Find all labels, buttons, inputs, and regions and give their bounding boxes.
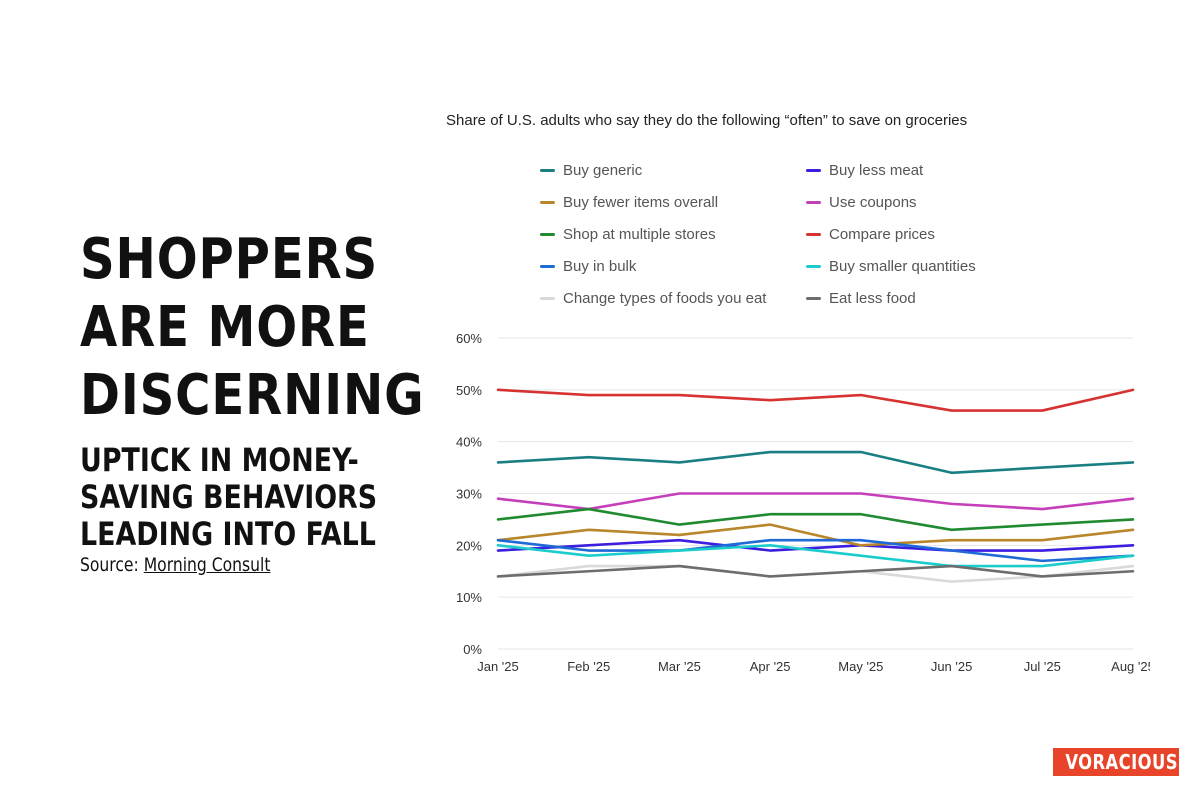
x-tick-label: Feb '25 xyxy=(567,659,610,674)
legend-item: Eat less food xyxy=(806,288,1086,308)
legend-item: Shop at multiple stores xyxy=(540,224,806,244)
series-line xyxy=(496,507,1135,532)
series-line xyxy=(496,538,1135,563)
y-tick-label: 40% xyxy=(456,435,482,450)
x-tick-label: Jun '25 xyxy=(931,659,973,674)
legend-item: Use coupons xyxy=(806,192,1086,212)
series-line xyxy=(496,388,1135,412)
x-tick-label: May '25 xyxy=(838,659,883,674)
x-tick-label: Mar '25 xyxy=(658,659,701,674)
brand-text: VORACIOUS xyxy=(1065,750,1178,774)
headline: SHOPPERS ARE MORE DISCERNING xyxy=(80,227,425,428)
y-tick-label: 10% xyxy=(456,590,482,605)
x-tick-label: Apr '25 xyxy=(750,659,791,674)
chart-title: Share of U.S. adults who say they do the… xyxy=(446,112,968,129)
series-line xyxy=(496,564,1135,578)
series-line xyxy=(496,523,1135,547)
source-link[interactable]: Morning Consult xyxy=(143,554,271,576)
legend-item: Buy generic xyxy=(540,160,806,180)
legend-swatch xyxy=(540,232,555,236)
legend-label: Buy smaller quantities xyxy=(829,257,976,275)
legend-item: Change types of foods you eat xyxy=(540,288,806,308)
legend-swatch xyxy=(540,264,555,268)
chart-legend: Buy generic Buy less meat Buy fewer items … xyxy=(540,160,1100,308)
legend-label: Compare prices xyxy=(829,225,935,243)
legend-item: Buy in bulk xyxy=(540,256,806,276)
line-chart: 0% 10% 20% 30% 40% 50% 60% Jan '25 Feb '25 Mar '2… xyxy=(456,331,1150,674)
source-line: Source: Morning Consult xyxy=(80,554,270,576)
source-label: Source: xyxy=(80,554,139,576)
legend-item: Buy less meat xyxy=(806,160,1086,180)
legend-swatch xyxy=(806,232,821,236)
legend-label: Buy generic xyxy=(563,161,643,179)
legend-label: Buy less meat xyxy=(829,161,924,179)
series-line xyxy=(496,544,1135,568)
legend-swatch xyxy=(540,168,555,172)
legend-item: Buy fewer items overall xyxy=(540,192,806,212)
legend-label: Shop at multiple stores xyxy=(563,225,716,243)
series-line xyxy=(496,538,1135,552)
series-line xyxy=(496,492,1135,511)
legend-label: Eat less food xyxy=(829,289,916,307)
legend-label: Buy in bulk xyxy=(563,257,637,275)
y-tick-label: 50% xyxy=(456,383,482,398)
legend-swatch xyxy=(540,200,555,204)
y-tick-label: 60% xyxy=(456,331,482,346)
legend-swatch xyxy=(806,200,821,204)
y-tick-label: 20% xyxy=(456,538,482,553)
legend-swatch xyxy=(540,296,555,300)
legend-label: Use coupons xyxy=(829,193,917,211)
legend-swatch xyxy=(806,296,821,300)
x-tick-label: Aug '25 xyxy=(1111,659,1150,674)
legend-item: Compare prices xyxy=(806,224,1086,244)
x-tick-label: Jul '25 xyxy=(1024,659,1061,674)
legend-item: Buy smaller quantities xyxy=(806,256,1086,276)
legend-swatch xyxy=(806,264,821,268)
legend-swatch xyxy=(806,168,821,172)
y-tick-label: 0% xyxy=(463,642,482,657)
brand-logo: VORACIOUS xyxy=(1053,748,1179,776)
legend-label: Buy fewer items overall xyxy=(563,193,719,211)
series-line xyxy=(496,450,1135,475)
x-tick-label: Jan '25 xyxy=(477,659,519,674)
legend-label: Change types of foods you eat xyxy=(563,289,767,307)
y-tick-label: 30% xyxy=(456,487,482,502)
subheadline: UPTICK IN MONEY-SAVING BEHAVIORS LEADING… xyxy=(80,441,378,553)
